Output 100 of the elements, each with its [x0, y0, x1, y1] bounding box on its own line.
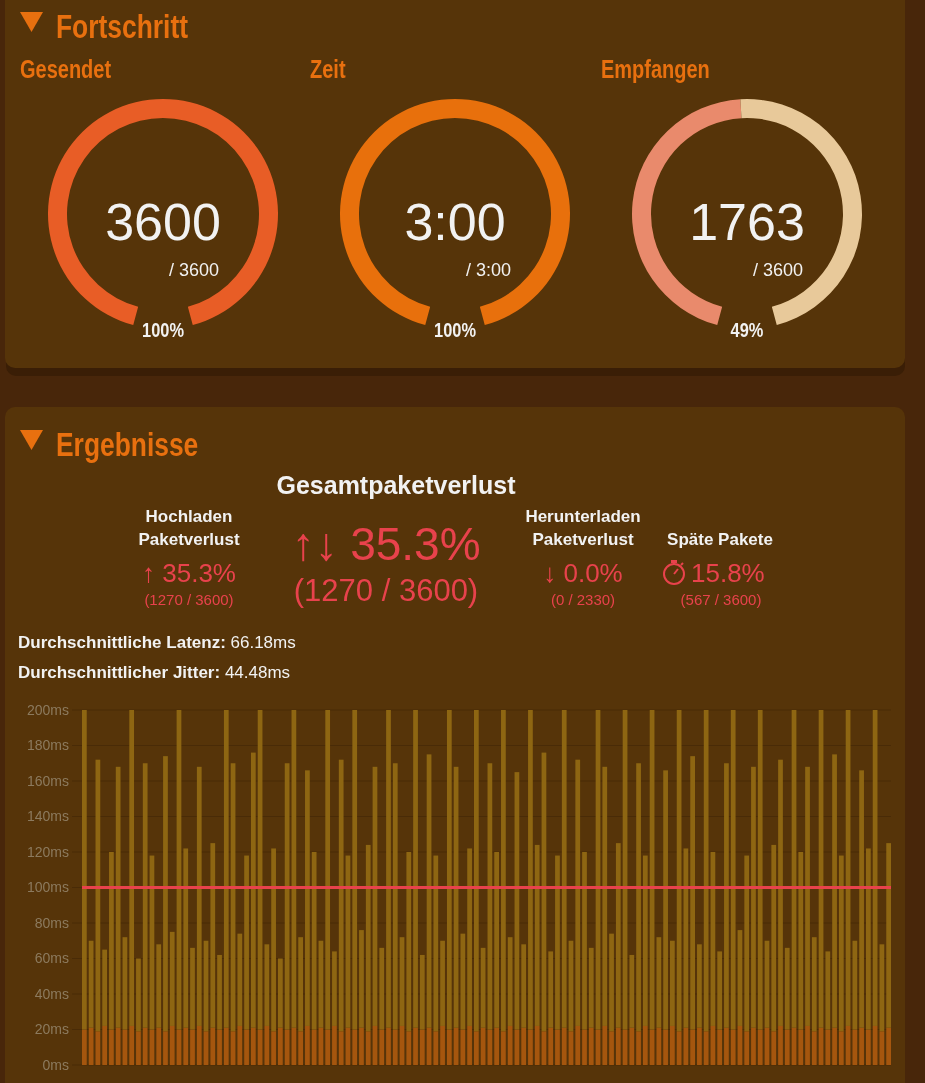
text: (0 / 2330) — [550, 591, 616, 608]
text: Späte Pakete — [667, 530, 773, 549]
bar — [784, 1029, 790, 1065]
bar — [636, 763, 641, 1032]
bar — [460, 1029, 466, 1065]
bar — [865, 1029, 871, 1065]
bar — [460, 933, 466, 1030]
bar — [744, 855, 750, 1032]
bar — [474, 710, 479, 1032]
bar — [663, 770, 668, 1030]
bar — [751, 766, 756, 1028]
bar — [717, 1029, 723, 1065]
bar — [784, 947, 790, 1030]
bar — [534, 844, 540, 1026]
bar — [244, 855, 249, 1030]
bar — [365, 844, 371, 1032]
bar — [467, 848, 472, 1026]
bar — [561, 710, 567, 1028]
text: 3600 — [105, 193, 221, 251]
bar — [446, 710, 452, 1030]
bar — [555, 1029, 560, 1065]
bar — [352, 710, 358, 1030]
bar — [582, 852, 587, 1030]
bar — [724, 763, 729, 1028]
bar — [136, 958, 141, 1032]
bar — [305, 770, 310, 1026]
bar — [771, 844, 777, 1032]
bar — [102, 949, 108, 1026]
bar — [163, 756, 168, 1032]
y-tick-label: 200ms — [26, 701, 69, 718]
text: (1270 / 3600) — [293, 573, 479, 608]
text: 15.8% — [691, 558, 765, 588]
y-tick-label: 140ms — [26, 808, 69, 825]
bar — [379, 947, 385, 1030]
bar — [744, 1031, 750, 1065]
bar — [811, 937, 817, 1032]
bar — [183, 1027, 189, 1065]
bar — [332, 1025, 337, 1065]
bar — [419, 954, 425, 1030]
bar — [271, 848, 276, 1032]
bar — [865, 848, 871, 1030]
bar — [494, 852, 499, 1028]
bar — [629, 954, 635, 1028]
bar — [183, 848, 189, 1028]
bar — [690, 756, 695, 1030]
bar — [298, 1031, 303, 1065]
bar — [109, 852, 114, 1030]
chart-title: Empfangen — [601, 55, 710, 84]
text: 100% — [142, 318, 184, 342]
bar — [237, 1025, 243, 1065]
bar — [305, 1025, 310, 1065]
bar — [115, 1027, 121, 1065]
bar — [237, 933, 243, 1026]
bar — [751, 1027, 756, 1065]
text: 49% — [730, 318, 764, 342]
bar — [332, 951, 337, 1026]
chart-title: Gesendet — [20, 55, 112, 84]
bar — [642, 1025, 648, 1065]
text: (1270 / 3600) — [144, 591, 234, 608]
bar — [169, 931, 175, 1026]
bar — [156, 1027, 162, 1065]
bar — [298, 937, 303, 1032]
bar — [379, 1029, 385, 1065]
bar — [129, 1025, 135, 1065]
text: Hochladen Paketverlust — [138, 507, 240, 549]
bar — [832, 754, 837, 1028]
bar — [690, 1029, 695, 1065]
bar — [832, 1027, 837, 1065]
y-tick-label: 120ms — [26, 843, 69, 860]
bar — [163, 1031, 168, 1065]
y-tick-label: 20ms — [34, 1021, 69, 1038]
bar — [311, 852, 317, 1030]
text: Ergebnisse — [56, 426, 199, 463]
bar — [169, 1025, 175, 1065]
y-tick-label: 40ms — [34, 985, 69, 1002]
bar — [582, 1029, 587, 1065]
bar — [602, 1025, 608, 1065]
bar — [811, 1031, 817, 1065]
bar — [190, 947, 195, 1030]
bar — [859, 1027, 864, 1065]
bar — [210, 1027, 216, 1065]
text: / 3:00 — [465, 260, 511, 280]
bar — [778, 759, 783, 1026]
bar — [778, 1025, 783, 1065]
bar — [338, 759, 344, 1032]
text: 3:00 — [404, 193, 506, 251]
bar — [852, 1029, 858, 1065]
y-tick-label: 160ms — [26, 772, 69, 789]
bar — [386, 710, 391, 1028]
bar — [615, 843, 621, 1028]
bar — [433, 855, 439, 1032]
bar — [217, 1029, 222, 1065]
bar — [210, 843, 216, 1028]
bar — [325, 710, 331, 1030]
bar — [156, 944, 162, 1028]
bar — [82, 1029, 87, 1065]
bar — [474, 1031, 479, 1065]
bar — [528, 1029, 533, 1065]
bar — [609, 933, 614, 1032]
bar — [838, 1031, 844, 1065]
